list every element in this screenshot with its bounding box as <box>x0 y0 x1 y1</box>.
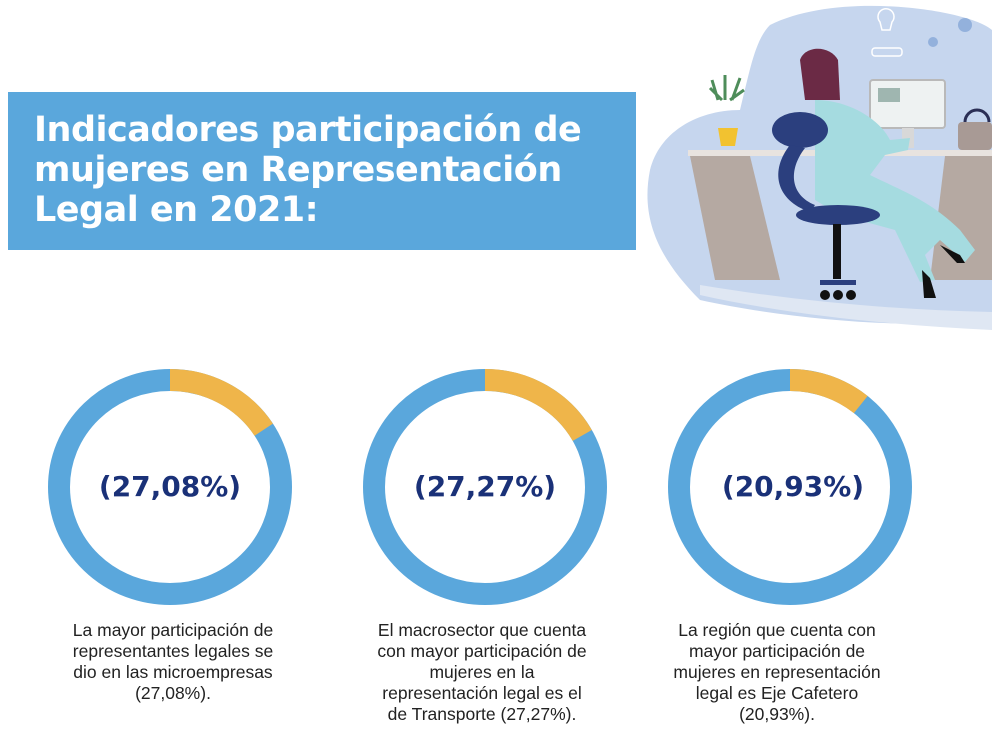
woman-at-desk-illustration <box>647 5 992 330</box>
page-title: Indicadores participación de mujeres en … <box>34 110 582 230</box>
donut-highlight-2 <box>484 369 592 442</box>
indicator-percent-2: (27,27%) <box>413 470 557 503</box>
indicator-caption-3: La región que cuenta con mayor participa… <box>673 620 881 724</box>
title-banner: Indicadores participación de mujeres en … <box>8 92 636 250</box>
indicator-percent-3: (20,93%) <box>721 470 865 503</box>
donut-highlight-1 <box>169 369 273 436</box>
donut-highlight-3 <box>789 369 868 414</box>
indicator-caption-2: El macrosector que cuenta con mayor part… <box>377 620 587 724</box>
indicator-caption-1: La mayor participación de representantes… <box>72 620 274 703</box>
indicator-percent-1: (27,08%) <box>98 470 242 503</box>
